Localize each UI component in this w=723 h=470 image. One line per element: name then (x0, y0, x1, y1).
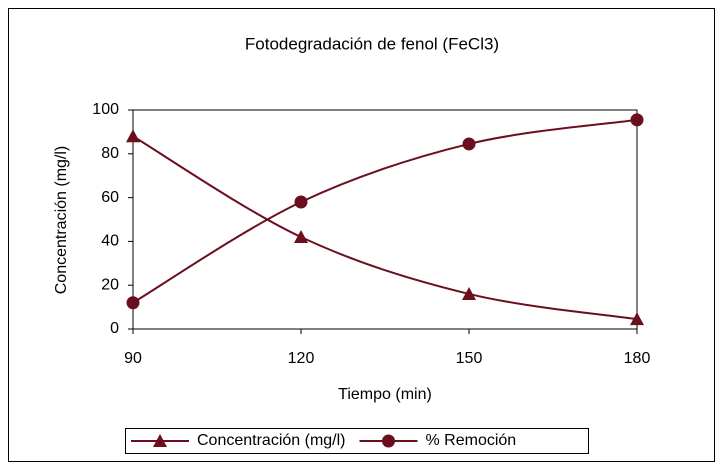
y-axis-title: Concentración (mg/l) (53, 146, 70, 295)
plot-area (132, 109, 638, 330)
marker (153, 434, 167, 447)
legend-label: % Remoción (426, 432, 517, 449)
marker (294, 195, 308, 209)
legend-label: Concentración (mg/l) (197, 432, 346, 449)
series-line (132, 135, 638, 321)
x-tick-label: 90 (124, 350, 142, 367)
chart-border (8, 8, 715, 462)
marker (630, 312, 644, 326)
marker (462, 137, 476, 151)
y-tick-label: 40 (101, 233, 119, 250)
x-tick-label: 150 (456, 350, 483, 367)
marker (126, 296, 140, 310)
y-tick-label: 0 (110, 320, 119, 337)
x-tick-label: 180 (624, 350, 651, 367)
chart-title: Fotodegradación de fenol (FeCl3) (245, 34, 499, 53)
y-tick-label: 100 (92, 101, 119, 118)
marker (462, 286, 476, 300)
series-line (132, 118, 638, 304)
y-tick-label: 20 (101, 276, 119, 293)
legend-box (125, 428, 589, 454)
y-tick-label: 80 (101, 145, 119, 162)
x-axis-title: Tiempo (min) (338, 386, 432, 403)
marker (630, 113, 644, 127)
marker (294, 230, 308, 244)
marker (382, 434, 395, 448)
y-tick-label: 60 (101, 189, 119, 206)
x-tick-label: 120 (288, 350, 315, 367)
marker (126, 129, 140, 143)
